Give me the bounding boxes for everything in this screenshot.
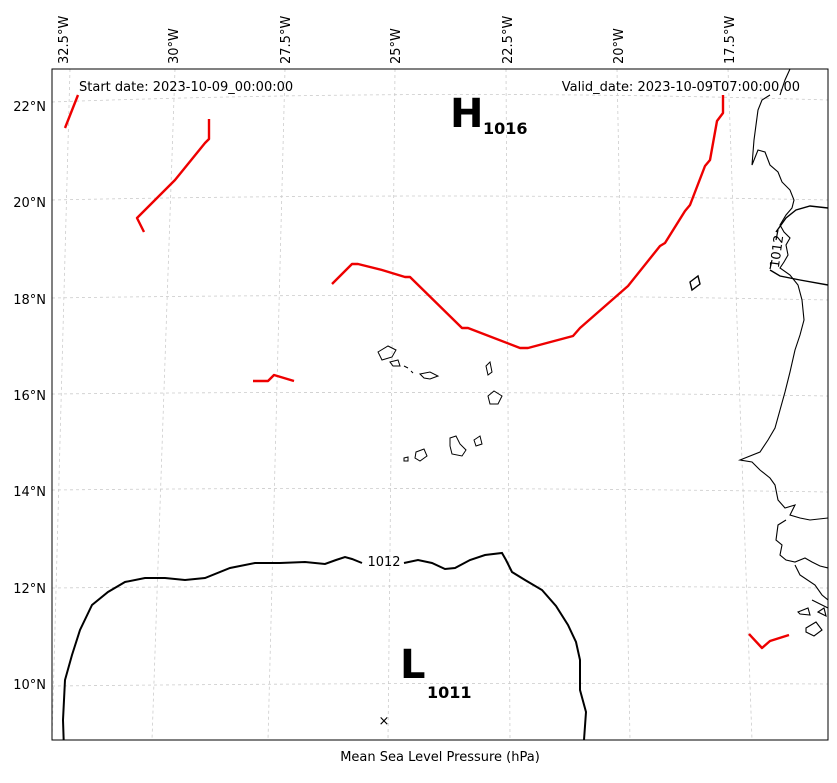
isobar-1012-coast xyxy=(769,229,779,270)
grid-lon-20 xyxy=(616,69,631,740)
grid-lon-17-5 xyxy=(727,69,753,740)
grid-lat-10 xyxy=(52,682,828,687)
front-nw-long xyxy=(135,119,211,233)
lon-tick-27-5: 27.5°W xyxy=(279,16,294,64)
front-se xyxy=(748,633,790,650)
front-central xyxy=(331,95,725,350)
lat-tick-labels: 22°N 20°N 18°N 16°N 14°N 12°N 10°N xyxy=(13,100,46,693)
isobar-1012-south xyxy=(61,551,588,740)
coastline-south xyxy=(797,607,827,637)
low-center-marker-icon: × xyxy=(379,714,390,729)
start-date: Start date: 2023-10-09_00:00:00 xyxy=(79,80,293,95)
lon-tick-17-5: 17.5°W xyxy=(723,16,738,64)
high-pressure-value: 1016 xyxy=(483,119,528,138)
front-west-small xyxy=(253,373,295,383)
lat-tick-22: 22°N xyxy=(13,100,46,115)
valid-date: Valid_date: 2023-10-09T07:00:00.00 xyxy=(562,80,800,95)
coast-peninsula xyxy=(775,205,828,233)
plot-frame xyxy=(51,68,829,741)
island-gran-canaria-like xyxy=(689,274,701,292)
high-pressure-letter: H xyxy=(450,91,483,137)
contour-label-1012-coast: 1012 xyxy=(768,234,787,269)
grid-lon-32-5 xyxy=(52,69,71,740)
lat-tick-14: 14°N xyxy=(13,485,46,500)
grid-lat-18 xyxy=(52,295,828,301)
front-nw-short xyxy=(63,94,80,129)
grid-lon-25 xyxy=(387,69,396,740)
low-pressure-letter: L xyxy=(400,642,426,688)
african-coastline xyxy=(737,94,828,609)
lat-tick-12: 12°N xyxy=(13,582,46,597)
lon-tick-25: 25°W xyxy=(389,28,404,64)
grid-lat-20 xyxy=(52,195,828,201)
grid-lat-22 xyxy=(52,94,828,103)
lon-tick-labels: 32.5°W 30°W 27.5°W 25°W 22.5°W 20°W 17.5… xyxy=(57,16,738,64)
grid-lat-16 xyxy=(52,392,828,397)
grid-lon-27-5 xyxy=(267,69,286,740)
lon-tick-30: 30°W xyxy=(167,28,182,64)
lat-tick-10: 10°N xyxy=(13,678,46,693)
contour-label-1012-south: 1012 xyxy=(367,555,400,570)
x-axis-label: Mean Sea Level Pressure (hPa) xyxy=(340,750,540,765)
grid-lat-14 xyxy=(52,488,828,493)
coastline-north xyxy=(779,69,791,96)
coast-inland xyxy=(769,269,828,286)
lat-tick-20: 20°N xyxy=(13,196,46,211)
lon-tick-20: 20°W xyxy=(612,28,627,64)
lat-tick-18: 18°N xyxy=(13,293,46,308)
grid-lon-30 xyxy=(151,69,176,740)
graticule xyxy=(52,69,828,740)
lon-tick-22-5: 22.5°W xyxy=(501,16,516,64)
grid-lon-22-5 xyxy=(505,69,511,740)
cape-verde-islands xyxy=(377,345,503,462)
lat-tick-16: 16°N xyxy=(13,389,46,404)
grid-lat-12 xyxy=(52,585,828,589)
plot-area xyxy=(52,69,828,740)
low-pressure-value: 1011 xyxy=(427,683,472,702)
fronts xyxy=(63,94,790,650)
lon-tick-32-5: 32.5°W xyxy=(57,16,72,64)
